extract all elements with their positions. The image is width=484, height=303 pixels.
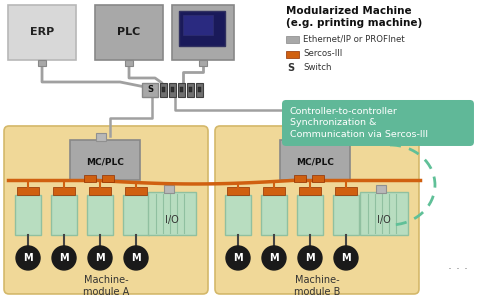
Circle shape	[52, 246, 76, 270]
Bar	[305, 133, 316, 141]
Bar	[87, 195, 113, 235]
Text: M: M	[233, 253, 242, 263]
Bar	[17, 187, 39, 195]
Bar	[359, 192, 407, 235]
Text: Controller-to-controller
Synchronization &
Communication via Sercos-III: Controller-to-controller Synchronization…	[289, 107, 427, 139]
Text: MC/PLC: MC/PLC	[295, 158, 333, 166]
Bar	[70, 140, 140, 180]
Circle shape	[333, 246, 357, 270]
Bar	[180, 87, 182, 92]
Bar	[172, 5, 233, 60]
Bar	[334, 187, 356, 195]
Circle shape	[261, 246, 286, 270]
Bar	[375, 185, 385, 193]
Bar	[293, 175, 305, 182]
Bar	[260, 195, 287, 235]
Bar	[125, 60, 133, 66]
Bar	[160, 83, 166, 97]
Bar	[102, 175, 114, 182]
Bar	[95, 5, 163, 60]
Bar	[178, 83, 184, 97]
Bar	[179, 11, 225, 46]
Text: Ethernet/IP or PROFInet: Ethernet/IP or PROFInet	[302, 35, 404, 44]
Circle shape	[88, 246, 112, 270]
Text: M: M	[340, 253, 350, 263]
Bar	[182, 15, 212, 35]
Bar	[262, 187, 285, 195]
Text: M: M	[131, 253, 140, 263]
Text: Switch: Switch	[302, 64, 331, 72]
Bar	[125, 187, 147, 195]
Bar	[171, 87, 174, 92]
Bar	[168, 83, 176, 97]
FancyBboxPatch shape	[281, 100, 473, 146]
Bar	[286, 51, 298, 58]
Text: I/O: I/O	[377, 215, 390, 225]
Bar	[196, 83, 203, 97]
Text: Machine-
module B: Machine- module B	[293, 275, 339, 297]
Text: (e.g. printing machine): (e.g. printing machine)	[286, 18, 422, 28]
Bar	[8, 5, 76, 60]
Text: ERP: ERP	[30, 27, 54, 37]
Bar	[197, 87, 200, 92]
Bar	[38, 60, 46, 66]
Bar	[15, 195, 41, 235]
Text: M: M	[269, 253, 278, 263]
Text: Machine-
module A: Machine- module A	[83, 275, 129, 297]
Bar	[333, 195, 358, 235]
Text: M: M	[304, 253, 314, 263]
Text: M: M	[59, 253, 69, 263]
Bar	[298, 187, 320, 195]
Bar	[89, 187, 111, 195]
Text: MC/PLC: MC/PLC	[86, 158, 124, 166]
Bar	[53, 187, 75, 195]
Bar	[187, 83, 194, 97]
Bar	[225, 195, 251, 235]
Circle shape	[124, 246, 148, 270]
Bar	[198, 60, 207, 66]
Bar	[142, 83, 158, 97]
Bar	[227, 187, 248, 195]
Text: M: M	[23, 253, 33, 263]
Bar	[164, 185, 174, 193]
Text: S: S	[287, 63, 293, 73]
Bar	[189, 87, 192, 92]
FancyBboxPatch shape	[4, 126, 208, 294]
Text: S: S	[147, 85, 152, 95]
Bar	[311, 175, 323, 182]
Bar	[296, 195, 322, 235]
Text: M: M	[95, 253, 105, 263]
Text: · · ·: · · ·	[447, 264, 467, 276]
Bar	[84, 175, 96, 182]
Bar	[96, 133, 106, 141]
Circle shape	[226, 246, 249, 270]
Text: PLC: PLC	[117, 27, 140, 37]
Circle shape	[16, 246, 40, 270]
Bar	[148, 192, 196, 235]
Bar	[279, 140, 349, 180]
Bar	[51, 195, 77, 235]
Text: I/O: I/O	[165, 215, 179, 225]
Circle shape	[297, 246, 321, 270]
Bar	[123, 195, 149, 235]
Text: Modularized Machine: Modularized Machine	[286, 6, 411, 16]
FancyBboxPatch shape	[214, 126, 418, 294]
Bar	[286, 36, 298, 43]
Text: Sercos-III: Sercos-III	[302, 49, 342, 58]
Bar	[162, 87, 165, 92]
